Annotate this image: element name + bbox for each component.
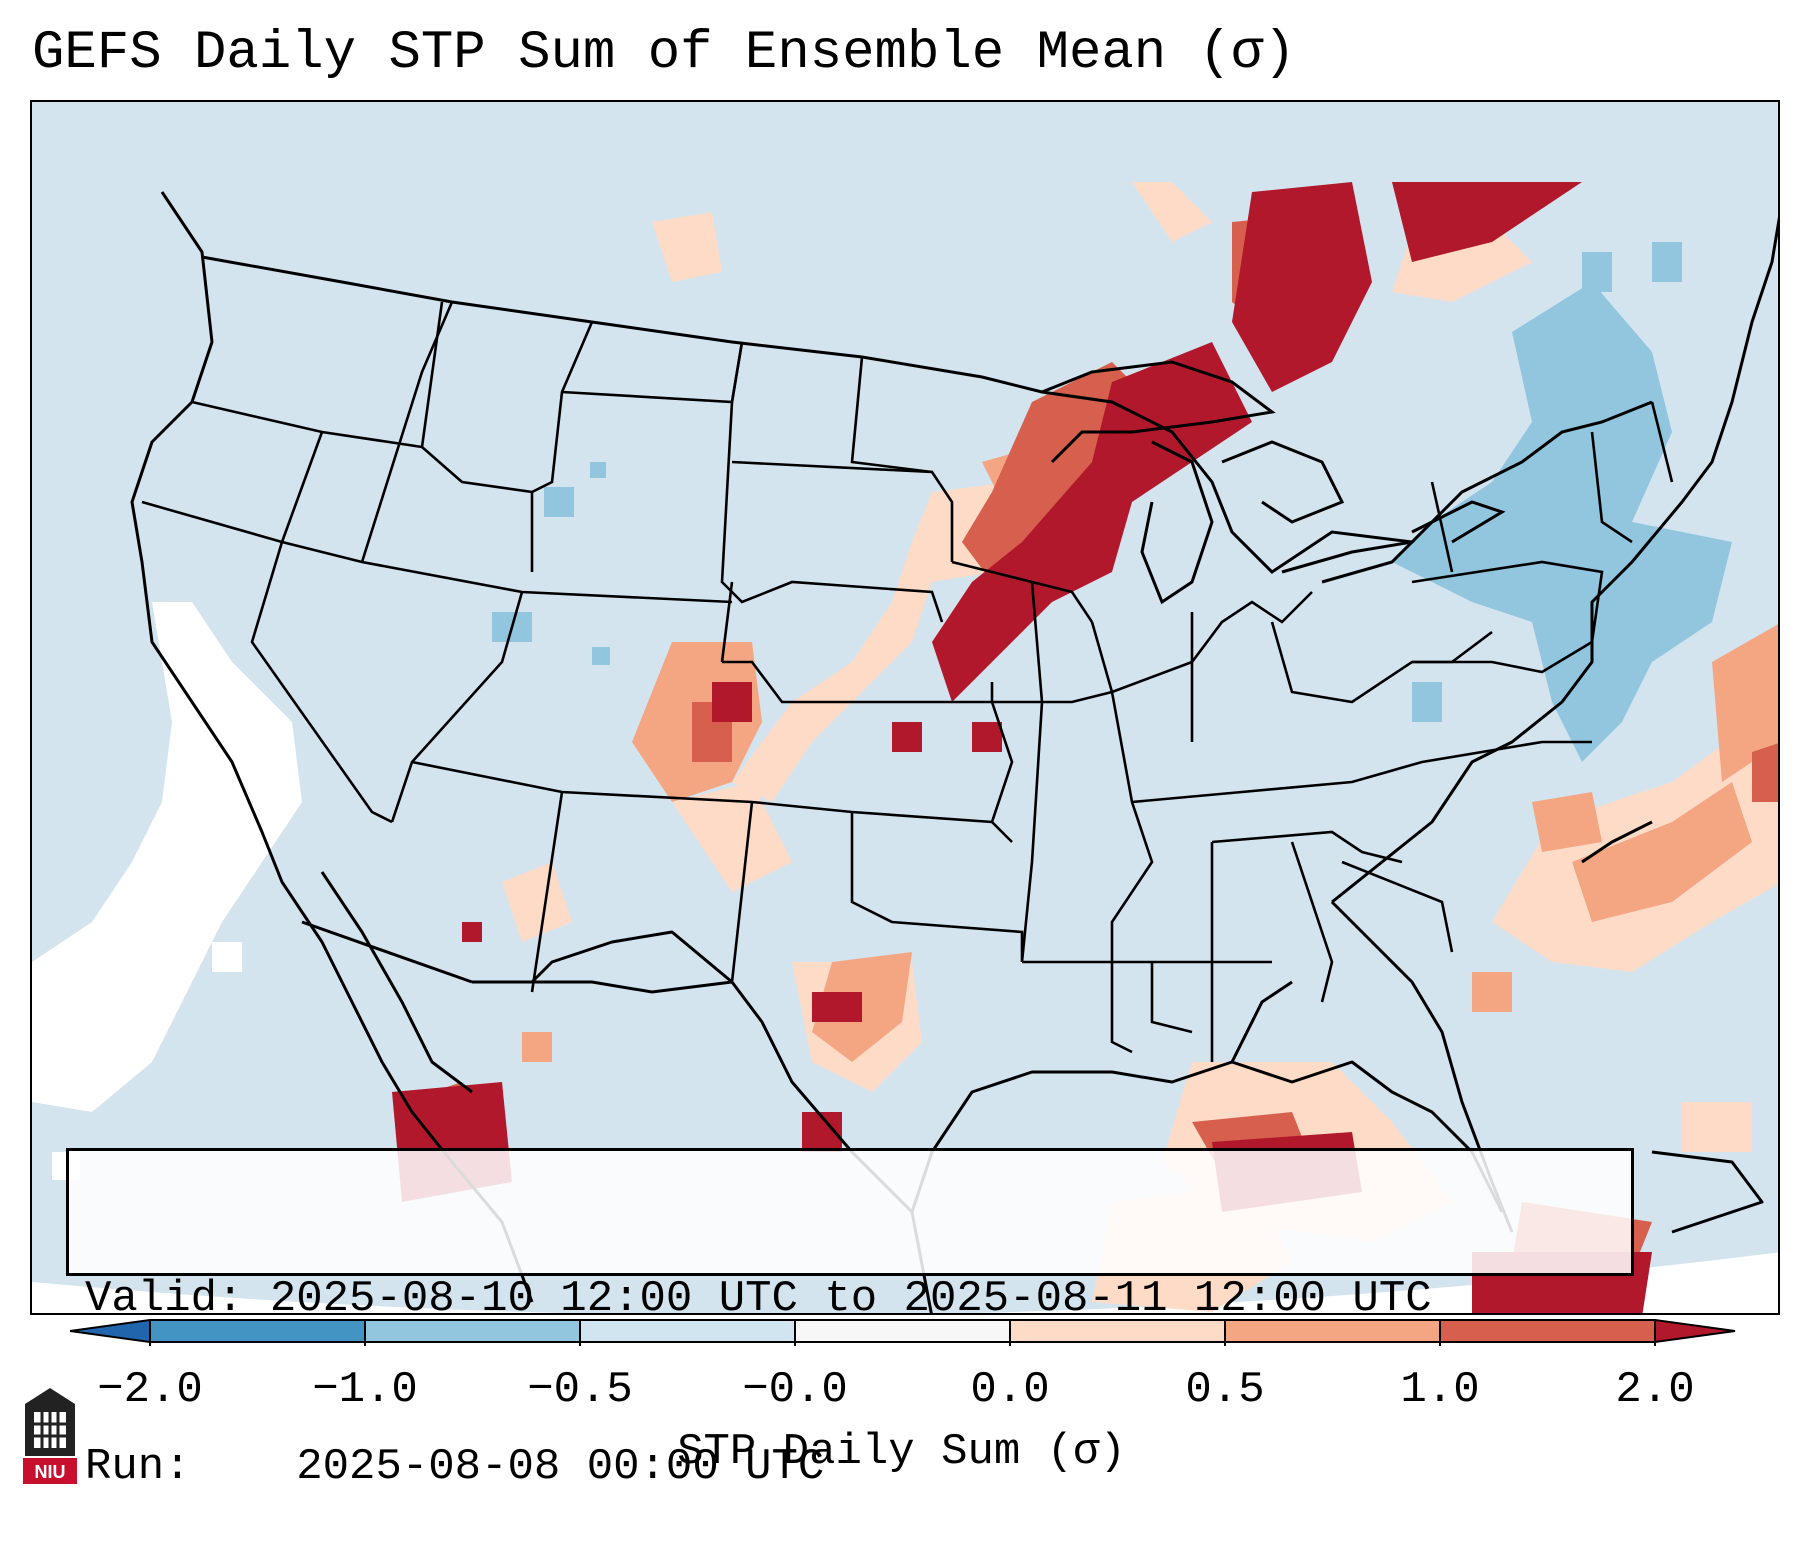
colorbar-tick-label: −0.0: [742, 1365, 848, 1415]
near-zero-region-pacific: [32, 602, 302, 1180]
great-lakes: [1041, 360, 1506, 605]
negative-anomaly-west: [492, 462, 610, 665]
colorbar-segment: [365, 1320, 580, 1342]
colorbar-tick-label: 1.0: [1400, 1365, 1480, 1415]
colorbar-tick-label: 2.0: [1615, 1365, 1695, 1415]
colorbar-tick-label: 0.0: [970, 1365, 1050, 1415]
run-value: 2025-08-08 00:00 UTC: [296, 1442, 825, 1492]
colorbar-tick-label: 0.5: [1185, 1365, 1265, 1415]
negative-anomaly-northeast: [1392, 242, 1732, 762]
colorbar-tick-label: −0.5: [527, 1365, 633, 1415]
colorbar-segment: [150, 1320, 365, 1342]
niu-logo-icon: NIU: [23, 1388, 77, 1484]
colorbar-segment: [580, 1320, 795, 1342]
colorbar-extend-low: [70, 1320, 150, 1342]
colorbar: [70, 1319, 1736, 1346]
colorbar-tick-label: −1.0: [312, 1365, 418, 1415]
logo-text: NIU: [35, 1462, 66, 1482]
run-line: Run: 2025-08-08 00:00 UTC: [85, 1439, 1631, 1495]
colorbar-extend-high: [1655, 1320, 1735, 1342]
valid-value: 2025-08-10 12:00 UTC to 2025-08-11 12:00…: [269, 1274, 1432, 1324]
colorbar-segment: [1440, 1320, 1655, 1342]
colorbar-segment: [795, 1320, 1010, 1342]
colorbar-label: STP Daily Sum (σ): [677, 1427, 1126, 1477]
colorbar-tick-label: −2.0: [97, 1365, 203, 1415]
valid-label: Valid:: [85, 1274, 244, 1324]
colorbar-segment: [1010, 1320, 1225, 1342]
national-borders: [201, 255, 1653, 994]
valid-line: Valid: 2025-08-10 12:00 UTC to 2025-08-1…: [85, 1271, 1631, 1327]
run-label: Run:: [85, 1442, 191, 1492]
map-title: GEFS Daily STP Sum of Ensemble Mean (σ): [32, 23, 1296, 84]
run-info-box: Valid: 2025-08-10 12:00 UTC to 2025-08-1…: [66, 1148, 1634, 1492]
state-boundaries: [141, 301, 1674, 1062]
map-panel[interactable]: [30, 100, 1780, 1315]
map-canvas: [32, 182, 1778, 1313]
projection-edge: [32, 1252, 1778, 1313]
colorbar-segment: [1225, 1320, 1440, 1342]
